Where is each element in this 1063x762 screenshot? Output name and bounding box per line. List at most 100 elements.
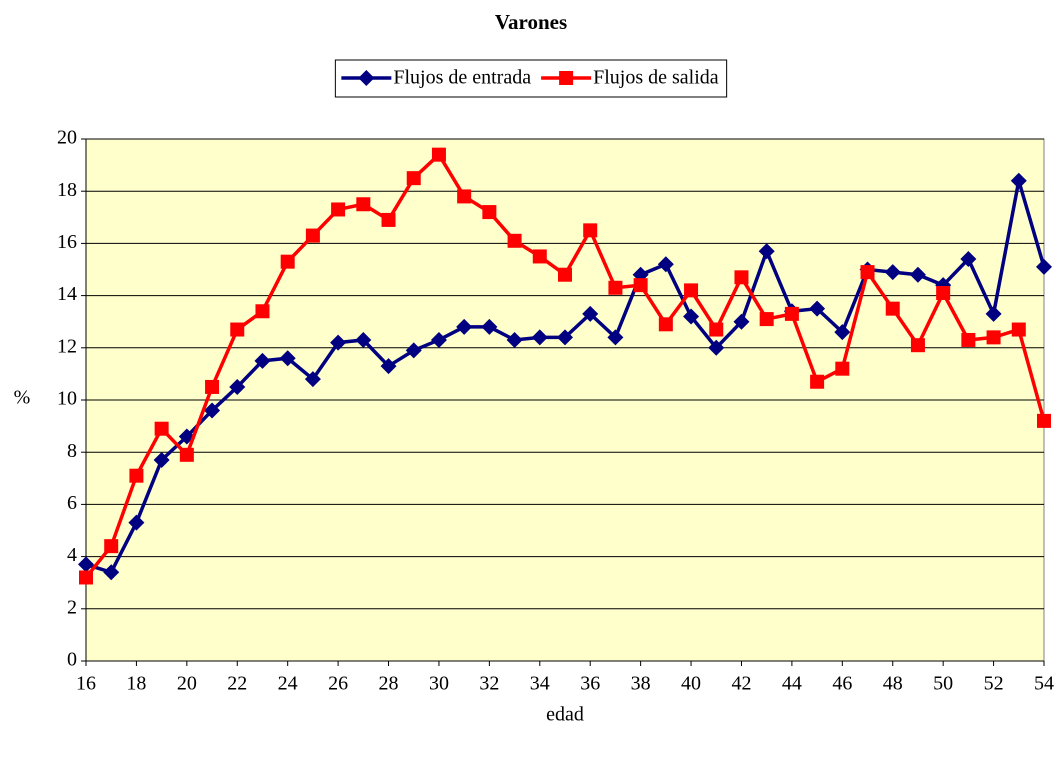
marker bbox=[406, 171, 421, 186]
marker bbox=[456, 318, 473, 335]
marker bbox=[431, 147, 446, 162]
y-tick-label: 16 bbox=[57, 231, 77, 253]
marker bbox=[834, 324, 851, 341]
marker bbox=[506, 331, 523, 348]
x-tick-label: 40 bbox=[681, 673, 701, 695]
marker bbox=[1010, 172, 1027, 189]
marker bbox=[254, 352, 271, 369]
marker bbox=[985, 305, 1002, 322]
y-tick-label: 14 bbox=[57, 283, 77, 305]
legend: Flujos de entrada Flujos de salida bbox=[334, 59, 728, 98]
marker bbox=[154, 421, 169, 436]
marker bbox=[986, 330, 1001, 345]
y-tick-label: 6 bbox=[67, 492, 77, 514]
y-tick-label: 2 bbox=[67, 596, 77, 618]
x-tick-label: 44 bbox=[782, 673, 802, 695]
marker bbox=[532, 249, 547, 264]
marker bbox=[381, 212, 396, 227]
marker bbox=[482, 205, 497, 220]
marker bbox=[733, 313, 750, 330]
x-tick-label: 42 bbox=[731, 673, 751, 695]
marker bbox=[531, 329, 548, 346]
marker bbox=[558, 267, 572, 282]
marker bbox=[961, 332, 976, 347]
x-tick-label: 36 bbox=[580, 673, 600, 695]
marker bbox=[684, 283, 699, 298]
marker bbox=[103, 564, 120, 581]
x-tick-label: 26 bbox=[328, 673, 348, 695]
marker bbox=[104, 539, 119, 554]
marker bbox=[910, 338, 925, 353]
marker bbox=[885, 301, 900, 316]
marker bbox=[358, 70, 375, 86]
marker bbox=[481, 318, 498, 335]
x-tick-label: 18 bbox=[126, 673, 146, 695]
marker bbox=[860, 265, 875, 280]
marker bbox=[255, 304, 270, 319]
marker bbox=[557, 329, 573, 346]
x-tick-label: 16 bbox=[76, 673, 96, 695]
marker bbox=[279, 350, 296, 367]
x-tick-label: 32 bbox=[479, 673, 499, 695]
y-tick-label: 0 bbox=[67, 649, 77, 671]
x-tick-label: 50 bbox=[933, 673, 953, 695]
marker bbox=[179, 447, 194, 462]
marker bbox=[709, 322, 724, 337]
marker bbox=[380, 358, 397, 375]
marker bbox=[78, 556, 94, 573]
y-tick-label: 12 bbox=[57, 335, 77, 357]
y-axis-label: % bbox=[14, 387, 31, 409]
marker bbox=[330, 334, 347, 351]
marker bbox=[1037, 413, 1051, 428]
x-tick-label: 54 bbox=[1034, 673, 1054, 695]
marker bbox=[205, 379, 220, 394]
x-tick-label: 38 bbox=[631, 673, 651, 695]
marker bbox=[784, 306, 799, 321]
marker bbox=[153, 452, 170, 469]
marker bbox=[708, 339, 725, 356]
marker bbox=[759, 312, 774, 327]
marker bbox=[430, 331, 447, 348]
marker bbox=[884, 264, 901, 281]
legend-item: Flujos de salida bbox=[541, 67, 719, 89]
x-tick-label: 30 bbox=[429, 673, 449, 695]
marker bbox=[507, 233, 522, 248]
x-axis-label: edad bbox=[546, 704, 584, 726]
marker bbox=[204, 402, 221, 419]
y-tick-label: 8 bbox=[67, 440, 77, 462]
marker bbox=[583, 223, 598, 238]
chart-title: Varones bbox=[495, 10, 567, 34]
marker bbox=[457, 189, 472, 204]
marker bbox=[809, 300, 826, 317]
marker bbox=[734, 270, 749, 285]
marker bbox=[936, 285, 951, 300]
y-tick-label: 4 bbox=[67, 544, 77, 566]
x-tick-label: 34 bbox=[530, 673, 550, 695]
marker bbox=[582, 305, 599, 322]
marker bbox=[960, 251, 977, 268]
x-tick-label: 52 bbox=[984, 673, 1004, 695]
marker bbox=[1036, 258, 1052, 275]
marker bbox=[835, 361, 850, 376]
marker bbox=[305, 228, 320, 243]
marker bbox=[331, 202, 346, 217]
marker bbox=[280, 254, 295, 269]
marker bbox=[657, 256, 674, 273]
marker bbox=[230, 322, 245, 337]
x-tick-label: 48 bbox=[883, 673, 903, 695]
marker bbox=[405, 342, 422, 359]
y-tick-label: 20 bbox=[57, 127, 77, 149]
legend-box bbox=[334, 59, 728, 98]
marker bbox=[909, 266, 926, 283]
x-tick-label: 28 bbox=[379, 673, 399, 695]
legend-item: Flujos de entrada bbox=[341, 67, 531, 89]
marker bbox=[355, 331, 372, 348]
y-tick-label: 18 bbox=[57, 179, 77, 201]
marker bbox=[304, 371, 321, 388]
x-tick-label: 46 bbox=[832, 673, 852, 695]
marker bbox=[128, 514, 145, 531]
marker bbox=[607, 329, 624, 346]
marker bbox=[658, 317, 673, 332]
